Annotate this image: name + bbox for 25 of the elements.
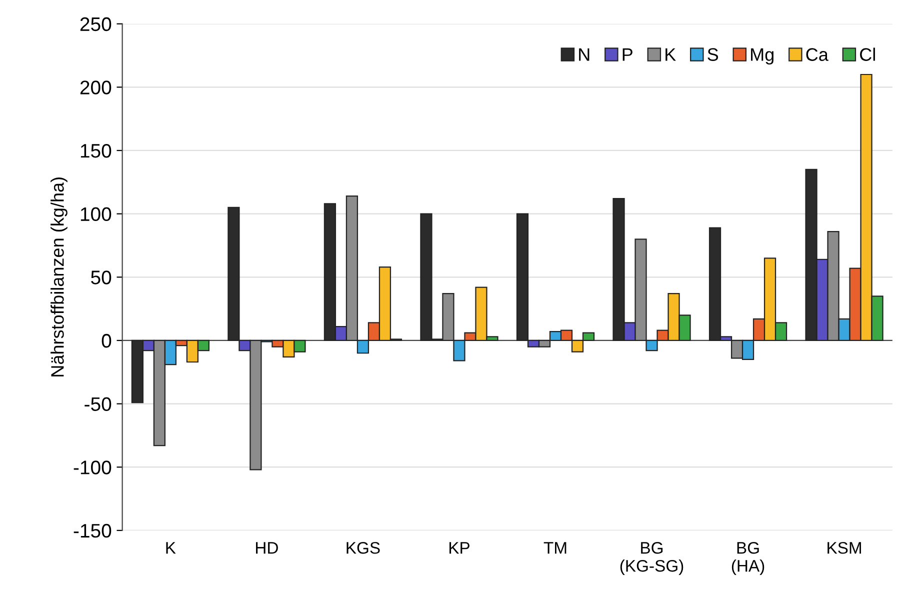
x-tick-label: K [166,542,176,554]
y-tick-label: 200 [80,80,112,94]
x-tick-label: HD [256,542,278,554]
legend-label: N [579,48,590,61]
y-tick-label: 50 [91,270,112,284]
y-tick-label: -100 [74,460,112,474]
y-tick-label: 250 [80,17,112,32]
x-tick-label: KGS [346,542,380,554]
x-tick-label: KSM [828,542,861,554]
legend-label: Cl [860,48,875,61]
y-tick-label: -150 [74,524,112,538]
legend-label: Mg [751,48,774,65]
x-tick-label: BG (HA) [732,542,764,576]
legend-label: K [666,48,676,61]
legend-label: Ca [806,48,828,61]
x-tick-label: KP [449,542,470,554]
x-tick-label: TM [544,542,566,554]
y-tick-label: -50 [84,397,112,412]
legend-label: P [622,48,632,61]
x-tick-label: BG (KG-SG) [620,542,684,576]
y-tick-label: 150 [80,144,112,158]
y-tick-label: 0 [102,334,112,348]
y-axis-title: Nährstoffbilanzen (kg/ha) [50,178,68,376]
legend-label: S [708,48,718,61]
y-tick-label: 100 [80,207,112,222]
